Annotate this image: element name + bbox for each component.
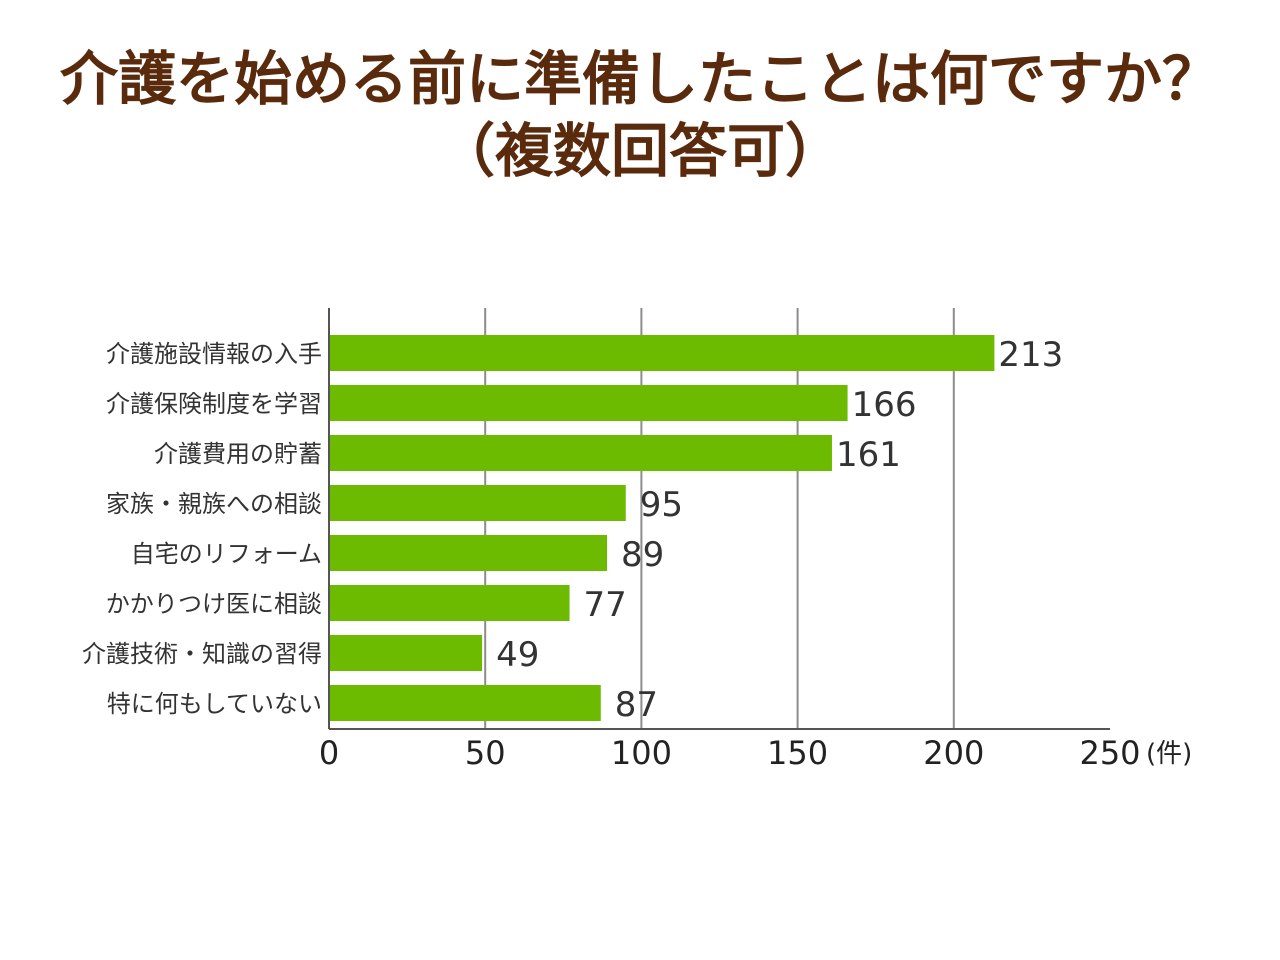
category-label-3: 家族・親族への相談: [106, 490, 322, 518]
value-label-7: 87: [615, 685, 658, 725]
value-label-6: 49: [496, 635, 539, 675]
value-label-4: 89: [621, 535, 664, 575]
category-label-4: 自宅のリフォーム: [131, 540, 322, 568]
bar-7: [329, 685, 601, 721]
value-label-5: 77: [584, 585, 627, 625]
bar-4: [329, 535, 608, 571]
bar-1: [329, 385, 848, 421]
bar-5: [329, 585, 570, 621]
category-label-5: かかりつけ医に相談: [106, 590, 322, 618]
value-label-0: 213: [998, 335, 1063, 375]
bar-2: [329, 435, 832, 471]
category-label-2: 介護費用の貯蓄: [154, 440, 322, 468]
value-label-1: 166: [852, 385, 917, 425]
bars: [329, 335, 995, 721]
x-tick-label-50: 50: [465, 734, 506, 772]
bar-3: [329, 485, 626, 521]
axes: [328, 308, 1110, 730]
x-unit-label: (件): [1146, 739, 1192, 769]
category-label-6: 介護技術・知識の習得: [82, 640, 322, 668]
x-tick-label-250: 250: [1079, 734, 1140, 772]
value-label-3: 95: [640, 485, 683, 525]
x-tick-label-100: 100: [611, 734, 672, 772]
chart-title-line1: 介護を始める前に準備したことは何ですか？: [59, 45, 1220, 113]
x-tick-label-0: 0: [319, 734, 339, 772]
value-label-2: 161: [836, 435, 901, 475]
category-label-0: 介護施設情報の入手: [106, 340, 322, 368]
category-label-1: 介護保険制度を学習: [106, 390, 322, 418]
bar-6: [329, 635, 483, 671]
chart-title-line2: （複数回答可）: [436, 117, 843, 185]
x-tick-label-150: 150: [767, 734, 828, 772]
category-label-7: 特に何もしていない: [107, 690, 322, 718]
x-tick-label-200: 200: [923, 734, 984, 772]
bar-0: [329, 335, 995, 371]
labels: 介護施設情報の入手 213 介護保険制度を学習 166 介護費用の貯蓄 161 家族・親族へ…: [82, 335, 1192, 772]
